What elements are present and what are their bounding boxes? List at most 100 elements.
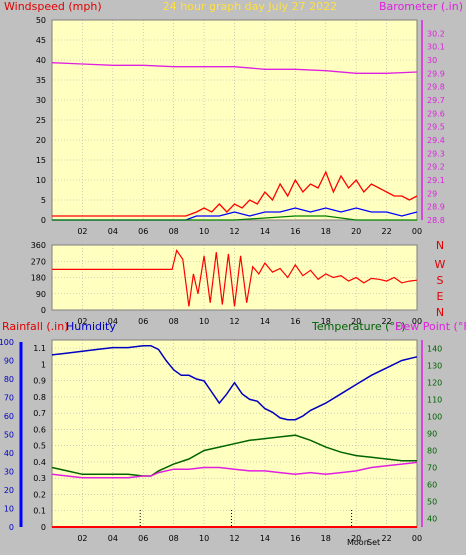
compass-label: S xyxy=(437,274,444,287)
temperature-tick-label: 50 xyxy=(427,498,437,507)
rainfall-tick-label: 0.2 xyxy=(33,490,46,499)
rainfall-tick-label: 0.7 xyxy=(33,409,46,418)
compass-label: E xyxy=(437,290,444,303)
windspeed-tick-label: 15 xyxy=(36,156,46,165)
series-line-gust xyxy=(52,170,418,217)
rainfall-tick-label: 0.1 xyxy=(33,507,46,516)
direction-x-tick-label: 14 xyxy=(260,317,270,326)
direction-x-tick-label: 22 xyxy=(381,317,391,326)
direction-x-tick-label: 16 xyxy=(290,317,300,326)
barometer-tick-label: 29.4 xyxy=(427,136,445,145)
windspeed-tick-label: 25 xyxy=(36,116,46,125)
windspeed-tick-label: 40 xyxy=(36,56,46,65)
climate-x-tick-label: 06 xyxy=(138,534,148,543)
climate-x-tick-label: 02 xyxy=(77,534,87,543)
direction-x-tick-label: 10 xyxy=(199,317,209,326)
windspeed-tick-label: 45 xyxy=(36,36,46,45)
dew-point-axis-label: Dew Point (°F) xyxy=(395,320,466,333)
windspeed-tick-label: 30 xyxy=(36,96,46,105)
windspeed-tick-label: 35 xyxy=(36,76,46,85)
climate-x-tick-label: 04 xyxy=(108,534,118,543)
barometer-tick-label: 29.1 xyxy=(427,176,445,185)
direction-tick-label: 90 xyxy=(36,290,46,299)
climate-x-tick-label: 00 xyxy=(412,534,422,543)
direction-tick-label: 0 xyxy=(41,306,46,315)
direction-x-tick-label: 08 xyxy=(169,317,179,326)
humidity-tick-label: 70 xyxy=(4,394,14,403)
rainfall-axis-label: Rainfall (.in) xyxy=(2,320,69,333)
barometer-tick-label: 30 xyxy=(427,56,437,65)
compass-label: N xyxy=(436,239,444,252)
direction-tick-label: 360 xyxy=(31,241,46,250)
wind-x-tick-label: 16 xyxy=(290,227,300,236)
humidity-tick-label: 30 xyxy=(4,468,14,477)
climate-x-tick-label: 20 xyxy=(351,534,361,543)
rainfall-tick-label: 0.4 xyxy=(33,458,46,467)
direction-panel-frame xyxy=(51,244,418,311)
direction-x-tick-label: 04 xyxy=(108,317,118,326)
humidity-tick-label: 80 xyxy=(4,375,14,384)
temperature-tick-label: 130 xyxy=(427,362,442,371)
rainfall-tick-label: 0.5 xyxy=(33,442,46,451)
windspeed-tick-label: 10 xyxy=(36,176,46,185)
temperature-tick-label: 100 xyxy=(427,413,442,422)
direction-tick-label: 270 xyxy=(31,257,46,266)
wind-x-tick-label: 06 xyxy=(138,227,148,236)
rainfall-tick-label: 1 xyxy=(41,360,46,369)
set-annotation-label: Set xyxy=(367,538,380,547)
series-line-temperature xyxy=(51,434,417,477)
temperature-tick-label: 60 xyxy=(427,481,437,490)
barometer-tick-label: 28.8 xyxy=(427,216,445,225)
direction-x-tick-label: 12 xyxy=(229,317,239,326)
moon-annotation-label: Moon xyxy=(347,538,369,547)
temperature-tick-label: 120 xyxy=(427,379,442,388)
humidity-tick-label: 20 xyxy=(4,486,14,495)
rainfall-tick-label: 0.6 xyxy=(33,425,46,434)
rainfall-tick-label: 1.1 xyxy=(33,344,46,353)
humidity-tick-label: 100 xyxy=(0,338,14,347)
barometer-tick-label: 29.9 xyxy=(427,69,445,78)
compass-label: W xyxy=(435,258,446,271)
direction-x-tick-label: 18 xyxy=(321,317,331,326)
wind-x-tick-label: 10 xyxy=(199,227,209,236)
direction-x-tick-label: 06 xyxy=(138,317,148,326)
temperature-tick-label: 70 xyxy=(427,464,437,473)
series-line-dew-point xyxy=(51,461,418,479)
barometer-tick-label: 30.2 xyxy=(427,29,445,38)
barometer-tick-label: 29.2 xyxy=(427,163,445,172)
wind-x-tick-label: 02 xyxy=(77,227,87,236)
barometer-tick-label: 29.7 xyxy=(427,96,445,105)
climate-x-tick-label: 08 xyxy=(169,534,179,543)
temperature-tick-label: 40 xyxy=(427,515,437,524)
barometer-tick-label: 29.5 xyxy=(427,123,445,132)
direction-tick-label: 180 xyxy=(31,274,46,283)
wind-x-tick-label: 22 xyxy=(381,227,391,236)
climate-x-tick-label: 12 xyxy=(229,534,239,543)
rainfall-tick-label: 0.9 xyxy=(33,377,46,386)
rainfall-tick-label: 0 xyxy=(41,523,46,532)
temperature-tick-label: 80 xyxy=(427,447,437,456)
rainfall-tick-label: 0.8 xyxy=(33,393,46,402)
wind-x-tick-label: 20 xyxy=(351,227,361,236)
humidity-axis-label: Humidity xyxy=(66,320,116,333)
wind-x-tick-label: 08 xyxy=(169,227,179,236)
humidity-tick-label: 10 xyxy=(4,505,14,514)
climate-x-tick-label: 18 xyxy=(321,534,331,543)
humidity-tick-label: 50 xyxy=(4,431,14,440)
rainfall-tick-label: 0.3 xyxy=(33,474,46,483)
wind-x-tick-label: 14 xyxy=(260,227,270,236)
temperature-tick-label: 90 xyxy=(427,430,437,439)
temperature-axis-label: Temperature (°F) xyxy=(311,320,406,333)
series-line-humidity xyxy=(51,344,418,421)
windspeed-axis-label: Windspeed (mph) xyxy=(4,0,102,13)
series-line-barometer xyxy=(51,62,418,74)
graph-title: 24 hour graph day July 27 2022 xyxy=(163,0,337,13)
series-line-wind-direction xyxy=(52,248,418,307)
windspeed-tick-label: 20 xyxy=(36,136,46,145)
windspeed-tick-label: 50 xyxy=(36,16,46,25)
temperature-tick-label: 140 xyxy=(427,345,442,354)
humidity-tick-label: 60 xyxy=(4,412,14,421)
climate-x-tick-label: 14 xyxy=(260,534,270,543)
